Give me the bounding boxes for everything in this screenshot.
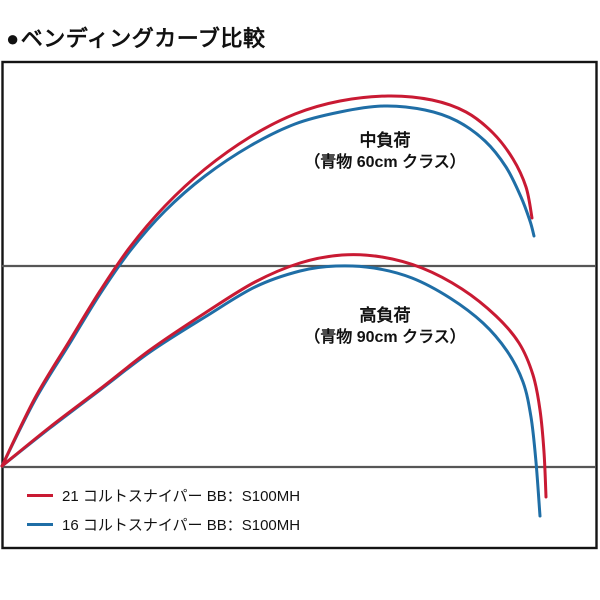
annotation-high-load-title: 高負荷 bbox=[359, 306, 411, 325]
legend-item-rod-16: 16 コルトスナイパー BB：S100MH bbox=[27, 514, 300, 535]
curve-rod-21-medium-load bbox=[0, 94, 534, 468]
curve-rod-21-high-load bbox=[0, 253, 548, 499]
page-title: ●ベンディングカーブ比較 bbox=[6, 21, 265, 53]
curve-rod-16-medium-load bbox=[0, 104, 536, 468]
legend-item-rod-21: 21 コルトスナイパー BB：S100MH bbox=[27, 485, 300, 506]
annotation-medium-load-subtitle: （青物 60cm クラス） bbox=[304, 154, 466, 171]
bullet-icon: ● bbox=[6, 26, 20, 51]
legend-swatch-red-line bbox=[27, 494, 53, 497]
legend-label-rod-16: 16 コルトスナイパー BB：S100MH bbox=[62, 517, 301, 534]
legend-swatch-blue-line bbox=[27, 523, 53, 526]
curves-group bbox=[0, 94, 548, 518]
annotation-high-load-subtitle: （青物 90cm クラス） bbox=[304, 329, 466, 346]
legend: 21 コルトスナイパー BB：S100MH 16 コルトスナイパー BB：S10… bbox=[27, 485, 300, 535]
annotation-high-load: 高負荷 （青物 90cm クラス） bbox=[285, 304, 485, 349]
chart-border bbox=[1, 60, 598, 550]
legend-label-rod-21: 21 コルトスナイパー BB：S100MH bbox=[62, 488, 301, 505]
annotation-medium-load: 中負荷 （青物 60cm クラス） bbox=[285, 129, 485, 174]
page-title-text: ベンディングカーブ比較 bbox=[20, 26, 266, 51]
annotation-medium-load-title: 中負荷 bbox=[359, 131, 411, 150]
